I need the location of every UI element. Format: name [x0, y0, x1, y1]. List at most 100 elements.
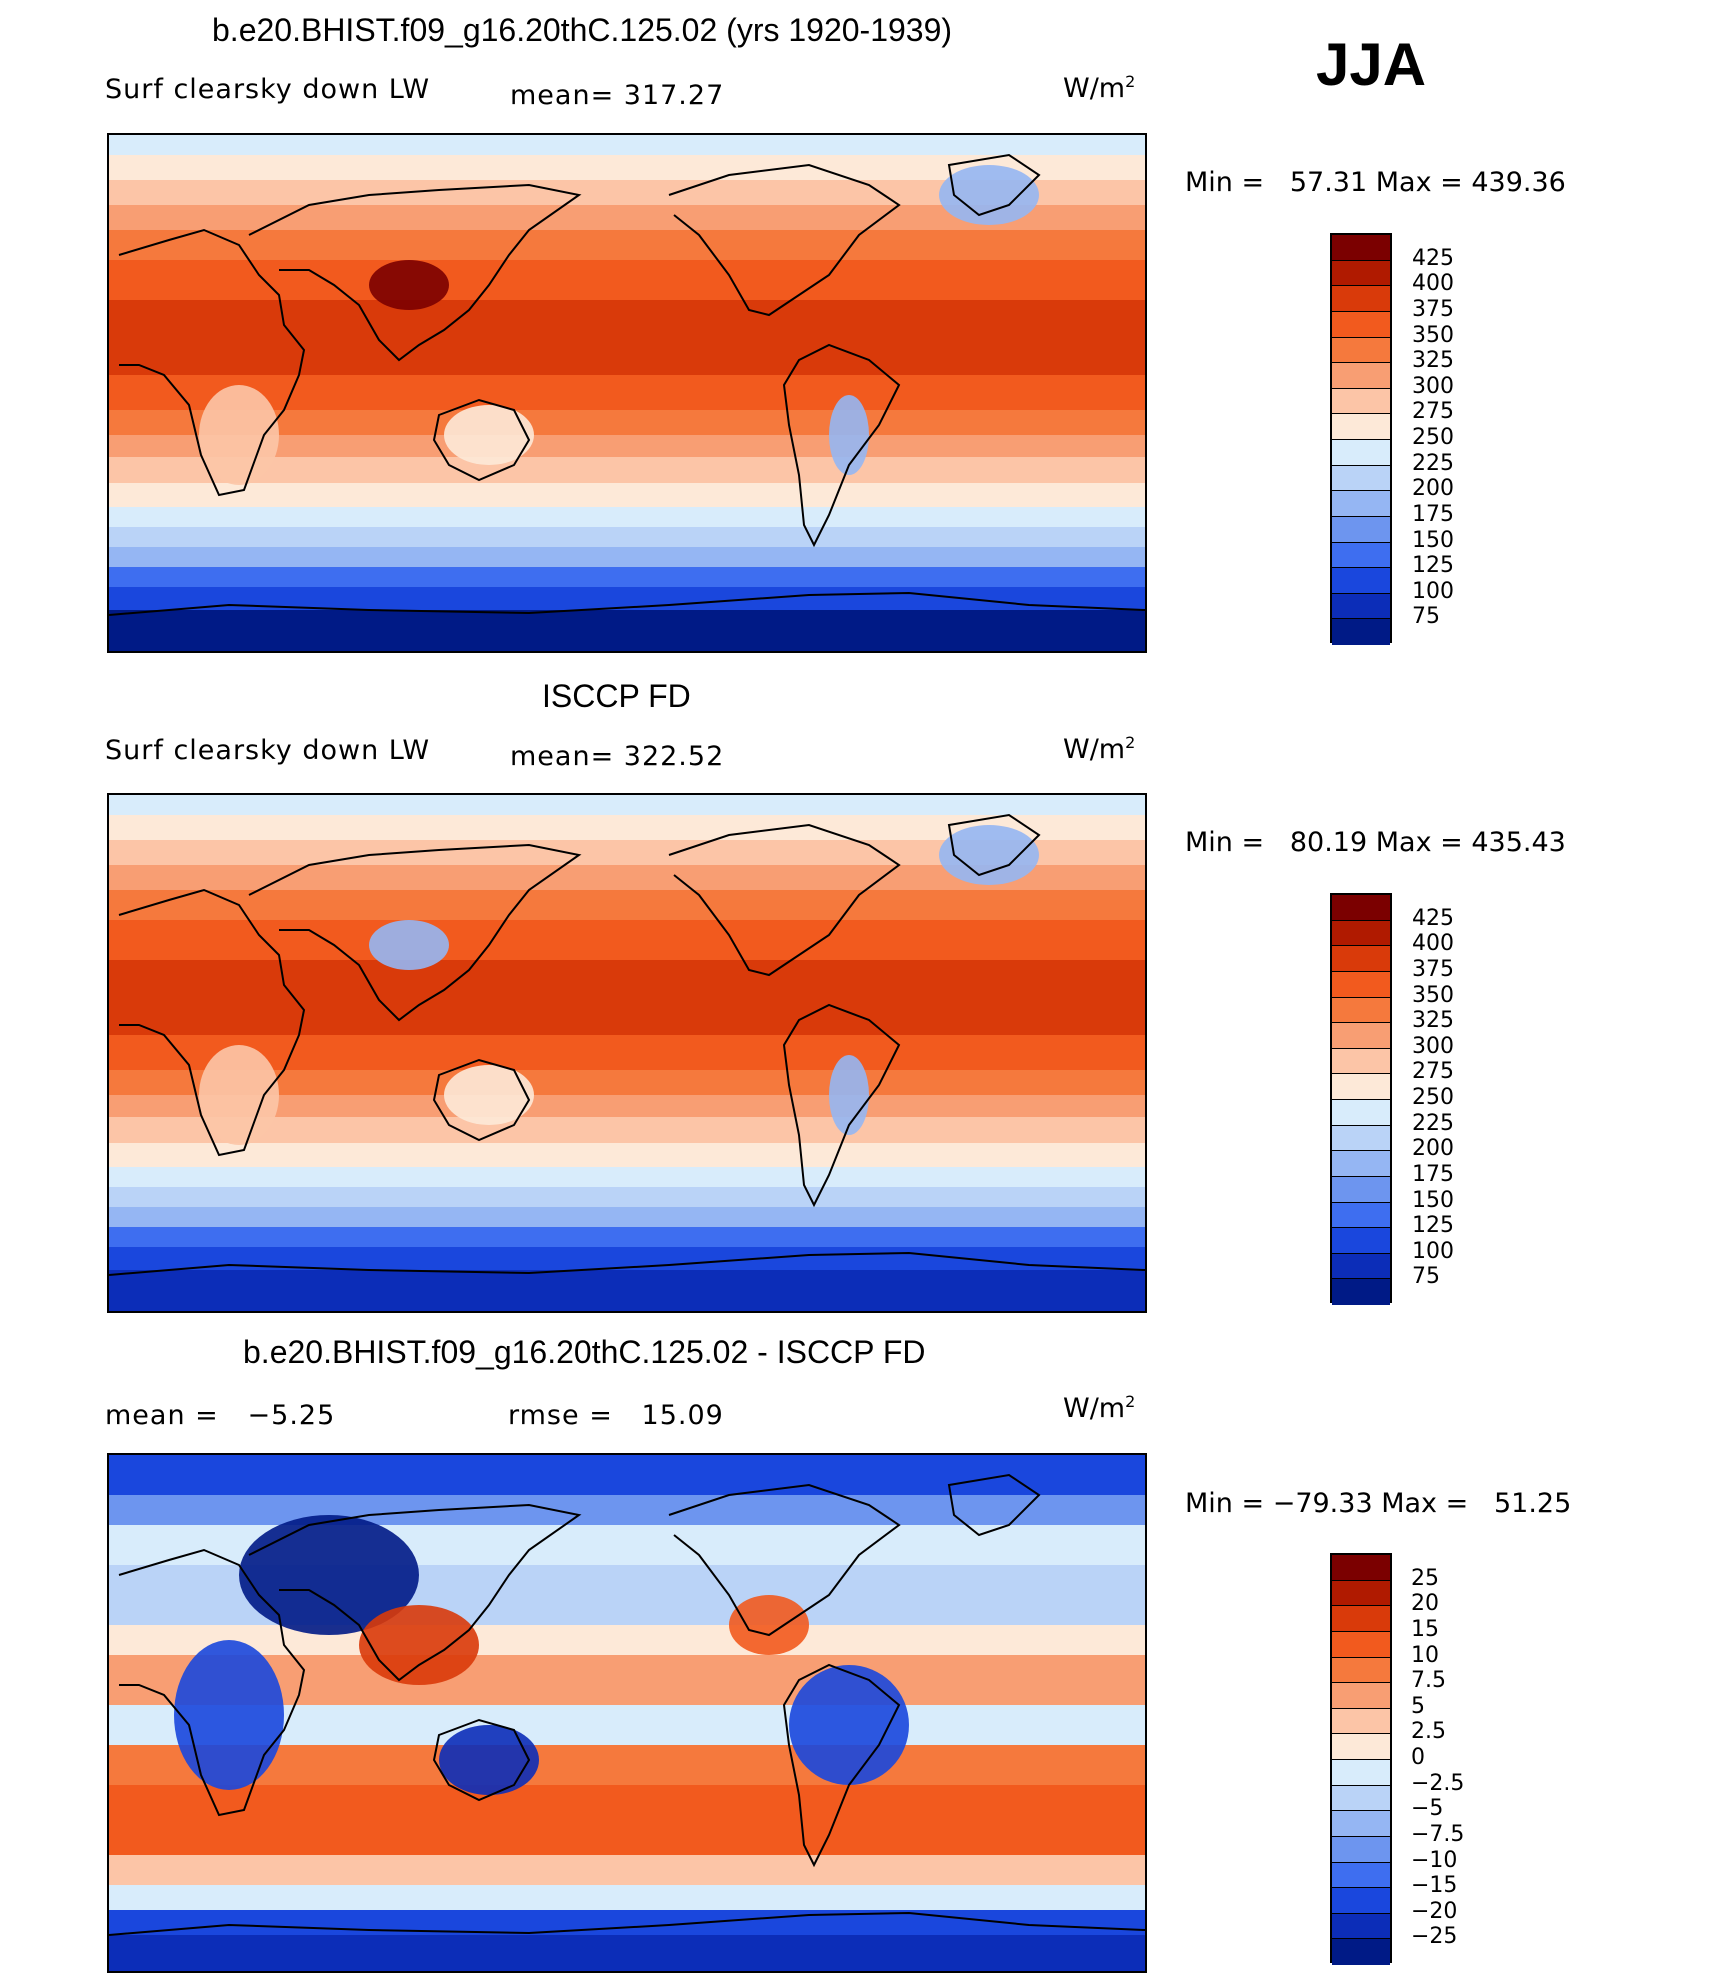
field-feature: [789, 1665, 909, 1785]
colorbar-segment: [1332, 491, 1390, 517]
colorbar-segment: [1332, 414, 1390, 440]
field-band: [109, 483, 1145, 507]
colorbar-label: 350: [1412, 982, 1454, 1008]
colorbar-label: 0: [1411, 1745, 1425, 1770]
colorbar-label: 5: [1411, 1693, 1425, 1719]
field-band: [109, 435, 1145, 457]
field-feature: [939, 825, 1039, 885]
coastline: [782, 1663, 901, 1868]
coastline: [118, 888, 306, 1157]
field-band: [109, 795, 1145, 815]
colorbar-label: 2.5: [1411, 1719, 1446, 1745]
coastline: [668, 163, 901, 317]
coastline: [109, 1911, 1145, 1936]
colorbar-segment: [1332, 1100, 1390, 1126]
coastline: [109, 591, 1145, 616]
colorbar-segment: [1332, 1253, 1390, 1280]
colorbar-segment: [1332, 593, 1390, 620]
field-band: [109, 1207, 1145, 1227]
coastline: [947, 153, 1041, 217]
colorbar-label: 20: [1411, 1591, 1439, 1617]
colorbar-segment: [1332, 1151, 1390, 1177]
field-feature: [369, 920, 449, 970]
colorbar-segment: [1332, 1176, 1390, 1203]
colorbar-label: 275: [1412, 1059, 1454, 1085]
panel-3-colorbar: [1330, 1553, 1392, 1965]
colorbar-segment: [1332, 286, 1390, 312]
field-band: [109, 1785, 1145, 1855]
colorbar-segment: [1332, 1580, 1390, 1607]
colorbar-segment: [1332, 1734, 1390, 1760]
colorbar-segment: [1332, 568, 1390, 594]
colorbar-segment: [1332, 337, 1390, 364]
field-band: [109, 1117, 1145, 1143]
panel-3-map: [107, 1453, 1147, 1973]
colorbar-segment: [1332, 1023, 1390, 1049]
colorbar-segment: [1332, 1862, 1390, 1889]
colorbar-segment: [1332, 1811, 1390, 1837]
colorbar-segment: [1332, 946, 1390, 972]
field-feature: [939, 165, 1039, 225]
colorbar-segment: [1332, 363, 1390, 389]
colorbar-label: −10: [1411, 1847, 1458, 1873]
panel-1-minmax: Min = 57.31 Max = 439.36: [1185, 167, 1566, 198]
colorbar-label: 250: [1412, 1085, 1454, 1110]
field-feature: [359, 1605, 479, 1685]
colorbar-segment: [1332, 440, 1390, 466]
colorbar-label: −20: [1411, 1898, 1458, 1924]
coastline: [118, 1548, 306, 1817]
colorbar-segment: [1332, 311, 1390, 338]
field-band: [109, 1270, 1145, 1311]
field-band: [109, 1143, 1145, 1167]
field-feature: [829, 1055, 869, 1135]
colorbar-label: 100: [1412, 1238, 1454, 1264]
coastline: [248, 183, 582, 362]
panel-2-minmax: Min = 80.19 Max = 435.43: [1185, 827, 1566, 858]
field-band: [109, 1910, 1145, 1935]
panel-1-variable: Surf clearsky down LW: [105, 74, 431, 105]
field-band: [109, 1935, 1145, 1971]
field-band: [109, 1455, 1145, 1495]
panel-2-units: W/m2: [1063, 733, 1136, 765]
field-band: [109, 375, 1145, 410]
field-band: [109, 1095, 1145, 1117]
coastline: [248, 843, 582, 1022]
panel-3-mean: mean = −5.25: [105, 1400, 336, 1431]
colorbar-segment: [1332, 1631, 1390, 1658]
coastline: [947, 813, 1041, 877]
coastline: [668, 823, 901, 977]
colorbar-label: 425: [1412, 905, 1454, 931]
colorbar-label: 25: [1411, 1565, 1439, 1591]
colorbar-segment: [1332, 1606, 1390, 1632]
coastline: [782, 343, 901, 548]
coastline: [118, 228, 306, 497]
colorbar-label: 150: [1412, 1187, 1454, 1213]
colorbar-label: −7.5: [1411, 1821, 1465, 1847]
field-feature: [174, 1640, 284, 1790]
field-feature: [369, 260, 449, 310]
field-band: [109, 300, 1145, 375]
colorbar-label: 325: [1412, 348, 1454, 374]
field-band: [109, 547, 1145, 567]
field-band: [109, 890, 1145, 920]
panel-3-title: b.e20.BHIST.f09_g16.20thC.125.02 - ISCCP…: [243, 1334, 926, 1370]
season-label: JJA: [1316, 31, 1427, 98]
colorbar-segment: [1332, 1125, 1390, 1152]
colorbar-segment: [1332, 1836, 1390, 1863]
colorbar-label: 75: [1412, 604, 1440, 630]
field-feature: [239, 1515, 419, 1635]
colorbar-label: −25: [1411, 1924, 1458, 1950]
colorbar-label: 200: [1412, 1136, 1454, 1162]
colorbar-label: 100: [1412, 578, 1454, 604]
colorbar-segment: [1332, 1760, 1390, 1786]
colorbar-label: 125: [1412, 1213, 1454, 1239]
colorbar-segment: [1332, 465, 1390, 492]
colorbar-segment: [1332, 516, 1390, 543]
colorbar-segment: [1332, 1048, 1390, 1075]
coastline: [947, 1473, 1041, 1537]
colorbar-label: 125: [1412, 553, 1454, 579]
colorbar-segment: [1332, 1074, 1390, 1100]
colorbar-segment: [1332, 1555, 1390, 1581]
colorbar-label: 225: [1412, 1110, 1454, 1136]
coastline: [248, 1503, 582, 1682]
